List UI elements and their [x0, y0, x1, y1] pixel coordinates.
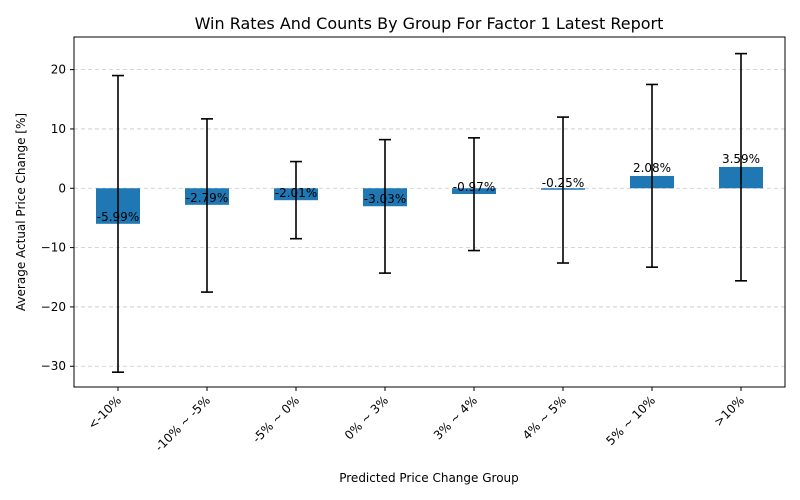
x-tick-label: >10%	[711, 393, 747, 429]
data-label: -2.79%	[186, 191, 228, 205]
data-label: 3.59%	[722, 152, 760, 166]
x-tick-label: -5% ~ 0%	[250, 393, 302, 445]
y-tick-label: −30	[41, 359, 66, 373]
y-tick-label: −20	[41, 300, 66, 314]
x-tick-label: 4% ~ 5%	[520, 393, 569, 442]
x-tick-label: -10% ~ -5%	[152, 393, 213, 454]
x-axis: <-10% -10% ~ -5% -5% ~ 0% 0% ~ 3% 3% ~ 4% 4% …	[85, 387, 747, 454]
y-tick-label: −10	[41, 241, 66, 255]
y-axis-label: Average Actual Price Change [%]	[14, 113, 28, 311]
x-tick-label: 0% ~ 3%	[342, 393, 391, 442]
data-label: -5.99%	[97, 210, 139, 224]
data-label: -2.01%	[275, 186, 317, 200]
x-tick-label: 5% ~ 10%	[603, 393, 658, 448]
data-label: 2.08%	[633, 161, 671, 175]
y-tick-label: 20	[51, 63, 66, 77]
plot-frame	[74, 37, 785, 387]
x-axis-label: Predicted Price Change Group	[339, 471, 519, 485]
x-tick-label: <-10%	[85, 393, 124, 432]
error-bars-layer	[112, 54, 747, 373]
y-tick-label: 10	[51, 122, 66, 136]
y-tick-label: 0	[58, 181, 66, 195]
x-tick-label: 3% ~ 4%	[431, 393, 480, 442]
data-label: -3.03%	[364, 192, 406, 206]
data-label: -0.25%	[542, 176, 584, 190]
y-axis: −30 −20 −10 0 10 20	[41, 63, 74, 374]
chart-title: Win Rates And Counts By Group For Factor…	[195, 14, 664, 33]
data-label: -0.97%	[453, 180, 495, 194]
grid-layer	[74, 70, 785, 367]
